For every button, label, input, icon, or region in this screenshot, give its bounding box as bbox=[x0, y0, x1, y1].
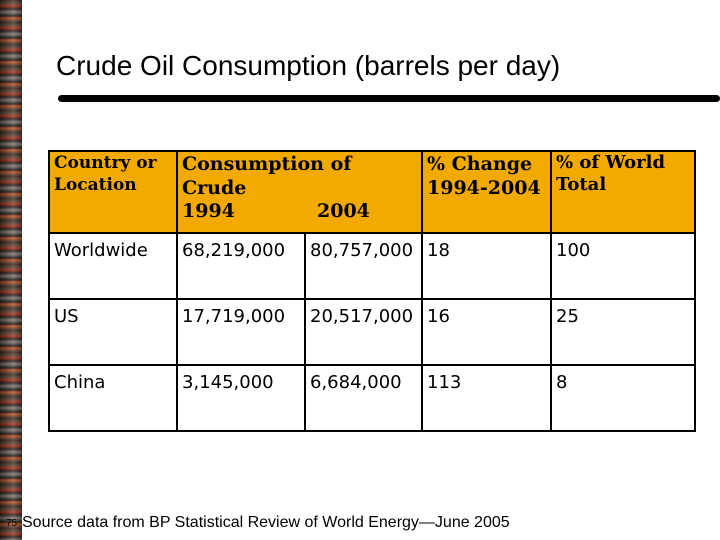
consumption-table: Country or Location Consumption of Crude… bbox=[48, 150, 697, 432]
decorative-side-image bbox=[0, 0, 22, 540]
cell-2004: 6,684,000 bbox=[303, 364, 424, 432]
cell-change: 113 bbox=[421, 364, 553, 432]
header-1994: 1994 bbox=[176, 200, 305, 234]
header-row-2: 1994 2004 bbox=[49, 200, 695, 234]
cell-1994: 68,219,000 bbox=[176, 232, 306, 300]
header-2004: 2004 bbox=[305, 200, 424, 234]
slide-title: Crude Oil Consumption (barrels per day) bbox=[56, 50, 561, 81]
header-pct-world: % of World Total bbox=[550, 150, 697, 234]
cell-location: China bbox=[48, 364, 178, 432]
cell-2004: 20,517,000 bbox=[303, 298, 424, 366]
title-underline bbox=[58, 95, 720, 102]
cell-share: 25 bbox=[550, 298, 697, 366]
cell-share: 8 bbox=[550, 364, 697, 432]
table-row: US 17,719,000 20,517,000 16 25 bbox=[48, 298, 697, 366]
source-footnote: Source data from BP Statistical Review o… bbox=[22, 514, 510, 531]
cell-share: 100 bbox=[550, 232, 697, 300]
page-number: 75 bbox=[6, 518, 18, 529]
table-row: Worldwide 68,219,000 80,757,000 18 100 bbox=[48, 232, 697, 300]
cell-change: 18 bbox=[421, 232, 553, 300]
header-consumption: Consumption of Crude bbox=[175, 150, 424, 200]
header-country: Country or Location bbox=[48, 150, 178, 234]
header-pct-change: % Change 1994-2004 bbox=[421, 150, 553, 234]
cell-location: Worldwide bbox=[48, 232, 178, 300]
cell-1994: 3,145,000 bbox=[176, 364, 306, 432]
header-row-1: Country or Location Consumption of Crude… bbox=[48, 150, 697, 234]
cell-location: US bbox=[48, 298, 178, 366]
cell-2004: 80,757,000 bbox=[303, 232, 424, 300]
cell-1994: 17,719,000 bbox=[176, 298, 306, 366]
table-row: China 3,145,000 6,684,000 113 8 bbox=[48, 364, 697, 432]
cell-change: 16 bbox=[421, 298, 553, 366]
